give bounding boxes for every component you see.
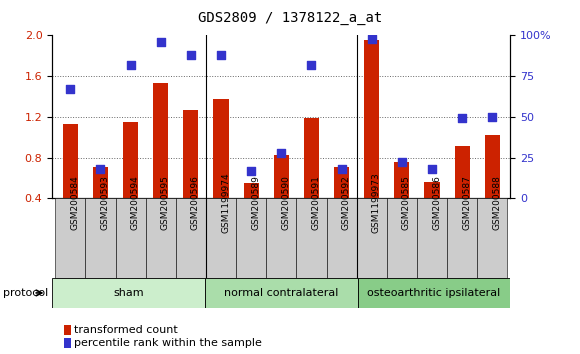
Point [397,160,407,165]
Bar [455,146,470,198]
Bar [153,83,168,198]
Text: GSM200592: GSM200592 [342,175,350,230]
Bar [55,198,85,278]
Text: sham: sham [113,288,144,298]
Point [216,52,226,58]
Bar [447,198,477,278]
Text: GSM1199974: GSM1199974 [221,172,230,233]
Point [367,36,376,41]
Bar [244,183,259,198]
Point [307,62,316,68]
Text: GSM200584: GSM200584 [70,175,79,230]
Point [246,168,256,173]
Bar [206,198,236,278]
Text: normal contralateral: normal contralateral [224,288,339,298]
Bar [477,198,508,278]
Text: percentile rank within the sample: percentile rank within the sample [74,338,262,348]
Bar [304,118,319,198]
Text: transformed count: transformed count [74,325,178,335]
Point [66,86,75,92]
Text: GSM200589: GSM200589 [251,175,260,230]
Text: GSM200586: GSM200586 [432,175,441,230]
Text: GSM200587: GSM200587 [462,175,471,230]
Point [277,150,286,155]
Text: GSM1199973: GSM1199973 [372,172,380,233]
Point [458,116,467,121]
Text: GDS2809 / 1378122_a_at: GDS2809 / 1378122_a_at [198,11,382,25]
Text: GSM200594: GSM200594 [130,175,140,230]
Bar [213,98,229,198]
Bar [52,278,205,308]
Bar [85,198,115,278]
Bar [274,155,289,198]
Text: protocol: protocol [3,288,48,298]
Bar [236,198,266,278]
Bar [63,124,78,198]
Bar [296,198,327,278]
Bar [485,135,500,198]
Point [156,39,165,45]
Text: osteoarthritic ipsilateral: osteoarthritic ipsilateral [367,288,501,298]
Bar [358,278,510,308]
Text: GSM200590: GSM200590 [281,175,291,230]
Text: GSM200585: GSM200585 [402,175,411,230]
Point [337,166,346,172]
Bar [364,40,379,198]
Bar [93,167,108,198]
Bar [266,198,296,278]
Text: GSM200588: GSM200588 [492,175,501,230]
Point [186,52,195,58]
Bar [387,198,417,278]
Bar [327,198,357,278]
Bar [334,167,349,198]
Bar [425,182,440,198]
Text: GSM200591: GSM200591 [311,175,320,230]
Bar [183,110,198,198]
Bar [176,198,206,278]
Point [126,62,135,68]
Bar [357,198,387,278]
Text: GSM200593: GSM200593 [100,175,110,230]
Text: GSM200596: GSM200596 [191,175,200,230]
Bar [394,161,409,198]
Bar [146,198,176,278]
Point [488,114,497,120]
Bar [123,122,138,198]
Bar [115,198,146,278]
Point [427,166,437,172]
Bar [417,198,447,278]
Text: GSM200595: GSM200595 [161,175,170,230]
Point [96,166,105,172]
Bar [205,278,358,308]
